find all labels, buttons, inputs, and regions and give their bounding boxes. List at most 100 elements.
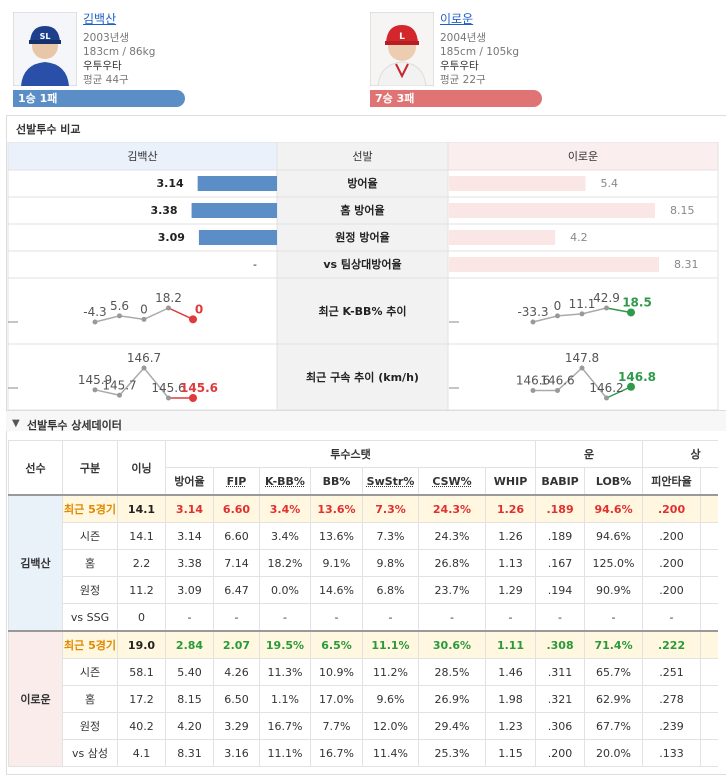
- trend-label: 5.6: [110, 299, 129, 313]
- player-link[interactable]: 이로운: [440, 12, 474, 26]
- data-row: 홈 17.2 8.15 6.50 1.1% 17.0% 9.6% 26.9% 1.98.321 6…: [9, 685, 718, 713]
- avg-pitches: 평균 44구: [83, 74, 129, 86]
- bar-left: [198, 230, 277, 245]
- bar-right: [449, 203, 655, 218]
- data-cell: 2.2: [117, 549, 166, 577]
- data-cell: 6.8%: [362, 576, 419, 604]
- data-cell: [700, 739, 718, 767]
- data-cell: 1.15: [484, 739, 537, 767]
- data-cell: -: [259, 603, 311, 632]
- data-cell: 94.6%: [584, 522, 644, 550]
- column-header: 선발: [352, 150, 372, 163]
- data-cell: 1.1%: [259, 685, 311, 713]
- data-cell: 125.0%: [584, 549, 644, 577]
- value-left: 3.38: [150, 204, 177, 217]
- cell: [7, 250, 278, 279]
- data-cell: 4.1: [117, 739, 166, 767]
- data-cell: 시즌: [62, 658, 118, 686]
- data-cell: .200: [642, 494, 702, 523]
- data-cell: .167: [535, 549, 586, 577]
- data-cell: 3.16: [213, 739, 260, 767]
- trend-label: 146.6: [516, 374, 550, 388]
- cell: [276, 250, 449, 279]
- data-cell: .278: [642, 685, 702, 713]
- header-row: 선수 구분 이닝 투수스탯 운 상: [8, 440, 718, 496]
- data-cell: 9.1%: [310, 549, 363, 577]
- data-cell: .200: [642, 576, 702, 604]
- trend-point: [117, 313, 122, 319]
- trend-line: -33.3 0 11.142.9 18.5: [517, 291, 652, 325]
- detail-bar: [6, 410, 726, 431]
- header-cell: 운: [535, 440, 644, 468]
- data-cell: .133: [642, 739, 702, 767]
- row-label: vs 팀상대방어율: [323, 257, 401, 271]
- data-cell: 1.13: [484, 549, 537, 577]
- data-cell: .251: [642, 658, 702, 686]
- value-left: -: [253, 258, 257, 271]
- cell: [447, 343, 719, 411]
- data-cell: 26.9%: [418, 685, 486, 713]
- cell: [276, 277, 449, 345]
- data-cell: 28.5%: [418, 658, 486, 686]
- bar-right: [449, 257, 659, 272]
- data-cell: 8.15: [165, 685, 214, 713]
- player-link[interactable]: 김백산: [83, 12, 117, 26]
- data-cell: 10.9%: [310, 658, 363, 686]
- header-cell: 상: [642, 440, 718, 468]
- trend-label: 145.7: [102, 378, 136, 392]
- trend-label: 42.9: [593, 291, 620, 305]
- section-title[interactable]: 선발투수 상세데이터: [27, 419, 122, 432]
- data-row: 홈 2.2 3.38 7.14 18.2% 9.1% 9.8% 26.8% 1.13.167 12…: [9, 549, 718, 577]
- data-cell: 26.8%: [418, 549, 486, 577]
- data-cell: 62.9%: [584, 685, 644, 713]
- column-header: 이로운: [568, 150, 598, 163]
- value-right: 8.31: [674, 258, 699, 271]
- trend-label: 145.9: [78, 373, 112, 387]
- trend-label: 11.1: [569, 297, 596, 311]
- data-row: 시즌 58.1 5.40 4.26 11.3% 10.9% 11.2% 28.5% 1.46.3…: [9, 658, 718, 686]
- data-cell: .194: [535, 576, 586, 604]
- data-cell: 24.3%: [418, 522, 486, 550]
- trend-point: [604, 305, 609, 311]
- header-cell: 피안타율: [642, 467, 702, 496]
- data-cell: 11.2%: [362, 658, 419, 686]
- value-right: 5.4: [600, 177, 618, 190]
- data-cell: 67.7%: [584, 712, 644, 740]
- data-cell: 40.2: [117, 712, 166, 740]
- data-cell: 4.20: [165, 712, 214, 740]
- bar-left: [191, 203, 277, 218]
- toggle-icon[interactable]: ▼: [12, 418, 20, 429]
- data-cell: 14.1: [117, 494, 166, 523]
- row-label: 최근 구속 추이 (km/h): [306, 370, 419, 384]
- player-photo: L: [370, 12, 434, 86]
- data-cell: [700, 494, 718, 523]
- data-cell: .189: [535, 522, 586, 550]
- data-cell: 6.60: [213, 522, 260, 550]
- trend-label: 18.5: [622, 295, 652, 309]
- trend-label: 145.6: [151, 381, 185, 395]
- trend-point: [530, 388, 536, 393]
- trend-point: [555, 313, 560, 319]
- data-row: 김백산 최근 5경기 14.1 3.14 6.60 3.4% 13.6% 7.3% 24.3% 1…: [8, 494, 718, 632]
- trend-last-segment: [606, 307, 632, 314]
- data-cell: 90.9%: [584, 576, 644, 604]
- data-cell: [700, 685, 718, 713]
- data-cell: 7.3%: [362, 494, 419, 523]
- data-cell: -: [484, 603, 537, 632]
- trend-label: 0: [195, 302, 203, 316]
- data-cell: 1.29: [484, 576, 537, 604]
- data-row: 시즌 14.1 3.14 6.60 3.4% 13.6% 7.3% 24.3% 1.26.189…: [9, 522, 718, 550]
- data-cell: 8.31: [165, 739, 214, 767]
- data-cell: 17.2: [117, 685, 166, 713]
- data-cell: 17.0%: [310, 685, 363, 713]
- data-cell: .239: [642, 712, 702, 740]
- data-cell: 14.6%: [310, 576, 363, 604]
- cell: [7, 277, 278, 345]
- avg-pitches: 평균 22구: [440, 74, 486, 86]
- data-cell: 5.40: [165, 658, 214, 686]
- data-cell: 6.50: [213, 685, 260, 713]
- header-cell: 선수: [8, 440, 63, 496]
- data-cell: .306: [535, 712, 586, 740]
- value-right: 8.15: [670, 204, 695, 217]
- data-cell: 13.6%: [310, 494, 363, 523]
